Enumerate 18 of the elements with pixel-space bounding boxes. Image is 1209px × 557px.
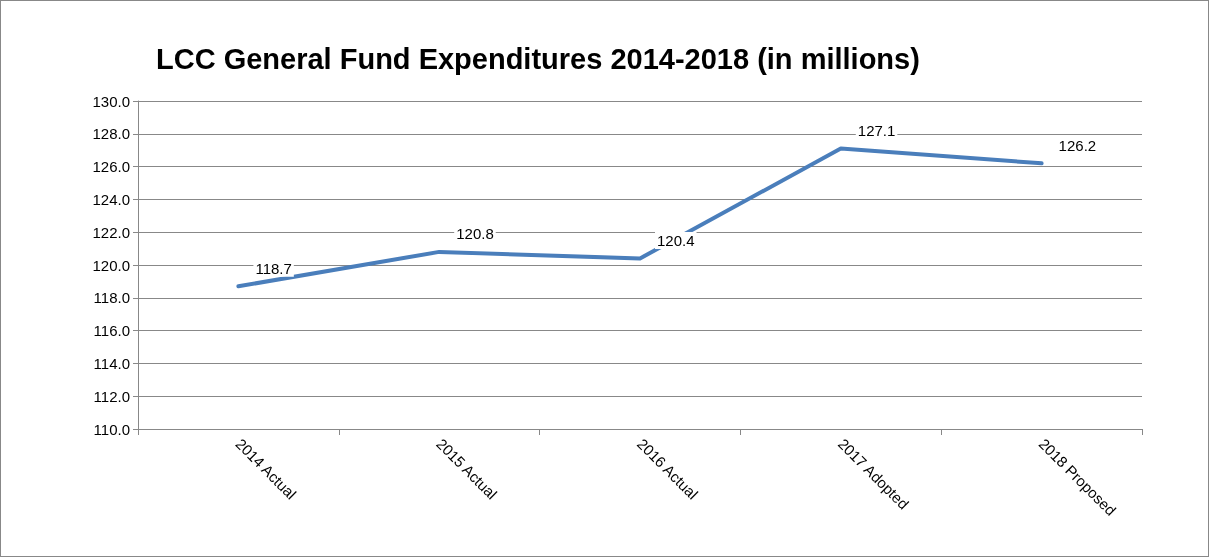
data-label: 126.2 [1058, 136, 1097, 154]
data-label: 120.8 [456, 225, 494, 243]
y-tick-label: 128.0 [92, 125, 130, 143]
chart-title: LCC General Fund Expenditures 2014-2018 (in millions) [156, 42, 920, 75]
y-tick-label: 112.0 [93, 387, 130, 405]
y-tick-label: 126.0 [92, 158, 130, 176]
y-tick-label: 122.0 [92, 223, 130, 241]
data-label: 118.7 [255, 259, 292, 277]
data-label: 127.1 [857, 122, 896, 140]
y-tick-label: 116.0 [93, 322, 130, 340]
line-series [236, 146, 1044, 289]
y-tick-label: 114.0 [93, 354, 130, 372]
y-tick-label: 130.0 [92, 92, 130, 110]
y-tick-label: 118.0 [93, 289, 130, 307]
y-tick-label: 124.0 [92, 190, 130, 208]
data-label: 120.4 [657, 231, 695, 249]
y-tick-label: 110.0 [93, 420, 130, 438]
y-tick-label: 120.0 [92, 256, 130, 274]
